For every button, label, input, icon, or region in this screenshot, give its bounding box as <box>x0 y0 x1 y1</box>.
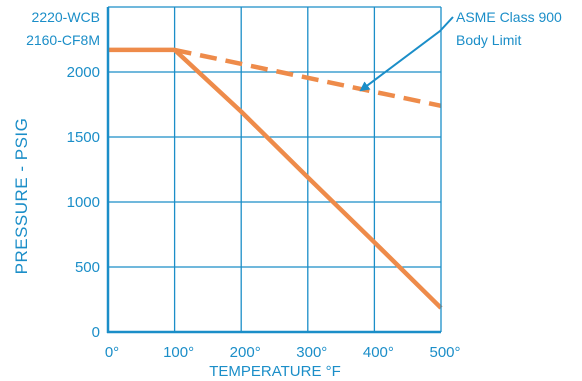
series-line-rating <box>108 47 443 310</box>
y-tick-label: 0 <box>92 324 100 341</box>
y-tick-label: 500 <box>75 259 100 276</box>
y-tick-label: 1500 <box>67 129 100 146</box>
x-tick-label: 200° <box>230 344 261 361</box>
material-label-cf8m: 2160-CF8M <box>26 32 100 48</box>
series-layer <box>108 47 443 310</box>
x-tick-label: 0° <box>105 344 119 361</box>
x-tick-label: 300° <box>296 344 327 361</box>
y-tick-label: 1000 <box>67 194 100 211</box>
y-axis-title: PRESSURE - PSIG <box>12 118 31 275</box>
plot-frame <box>106 6 442 334</box>
series-line-body-limit <box>174 47 442 109</box>
annotation-line-1: ASME Class 900 <box>456 9 562 25</box>
material-label-wcb: 2220-WCB <box>32 9 100 25</box>
grid <box>108 7 441 332</box>
x-tick-label: 100° <box>163 344 194 361</box>
x-axis-title: TEMPERATURE °F <box>209 363 341 380</box>
annotation-arrow <box>359 16 454 92</box>
x-tick-label: 400° <box>363 344 394 361</box>
annotation-line-2: Body Limit <box>456 32 521 48</box>
tick-labels: 0° 100° 200° 300° 400° 500° 0 500 1000 1500 2000 <box>67 64 461 361</box>
y-tick-label: 2000 <box>67 64 100 81</box>
x-tick-label: 500° <box>429 344 460 361</box>
